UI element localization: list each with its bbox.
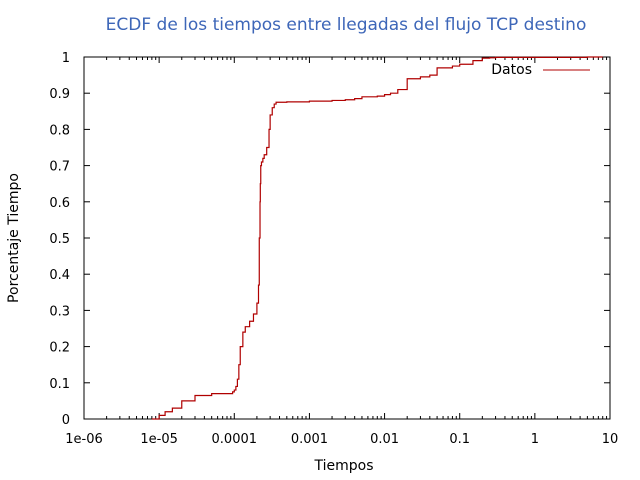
- chart-title: ECDF de los tiempos entre llegadas del f…: [106, 15, 587, 35]
- y-tick-label: 0.4: [49, 268, 70, 283]
- x-tick-label: 0.001: [291, 432, 328, 447]
- y-tick-label: 0.7: [49, 160, 70, 175]
- y-axis-ticks: 0 0.1 0.2 0.3 0.4 0.5 0.6 0.7 0.8 0.9 1: [49, 51, 610, 428]
- y-tick-label: 0.1: [49, 377, 70, 392]
- x-tick-label: 10: [602, 432, 619, 447]
- y-tick-label: 0: [62, 413, 70, 428]
- y-tick-label: 0.6: [49, 196, 70, 211]
- x-tick-label: 0.01: [370, 432, 399, 447]
- series-line-datos: [151, 56, 603, 420]
- legend-label-datos: Datos: [491, 62, 532, 78]
- plot-frame: [83, 56, 611, 420]
- x-tick-label: 0.0001: [212, 432, 258, 447]
- x-tick-label: 1e-06: [65, 432, 103, 447]
- y-tick-label: 0.2: [49, 341, 70, 356]
- y-axis-label: Porcentaje Tiempo: [6, 173, 22, 303]
- x-axis-label: Tiempos: [313, 458, 373, 474]
- x-tick-label: 0.1: [449, 432, 470, 447]
- x-axis-ticks: 1e-06 1e-05 0.0001 0.001 0.01 0.1 1 10: [65, 57, 618, 447]
- x-tick-label: 1e-05: [140, 432, 178, 447]
- y-tick-label: 1: [62, 51, 70, 66]
- x-tick-label: 1: [531, 432, 539, 447]
- y-tick-label: 0.8: [49, 123, 70, 138]
- legend: Datos: [491, 62, 590, 78]
- series-layer: [151, 56, 603, 420]
- y-tick-label: 0.5: [49, 232, 70, 247]
- y-tick-label: 0.3: [49, 304, 70, 319]
- y-tick-label: 0.9: [49, 87, 70, 102]
